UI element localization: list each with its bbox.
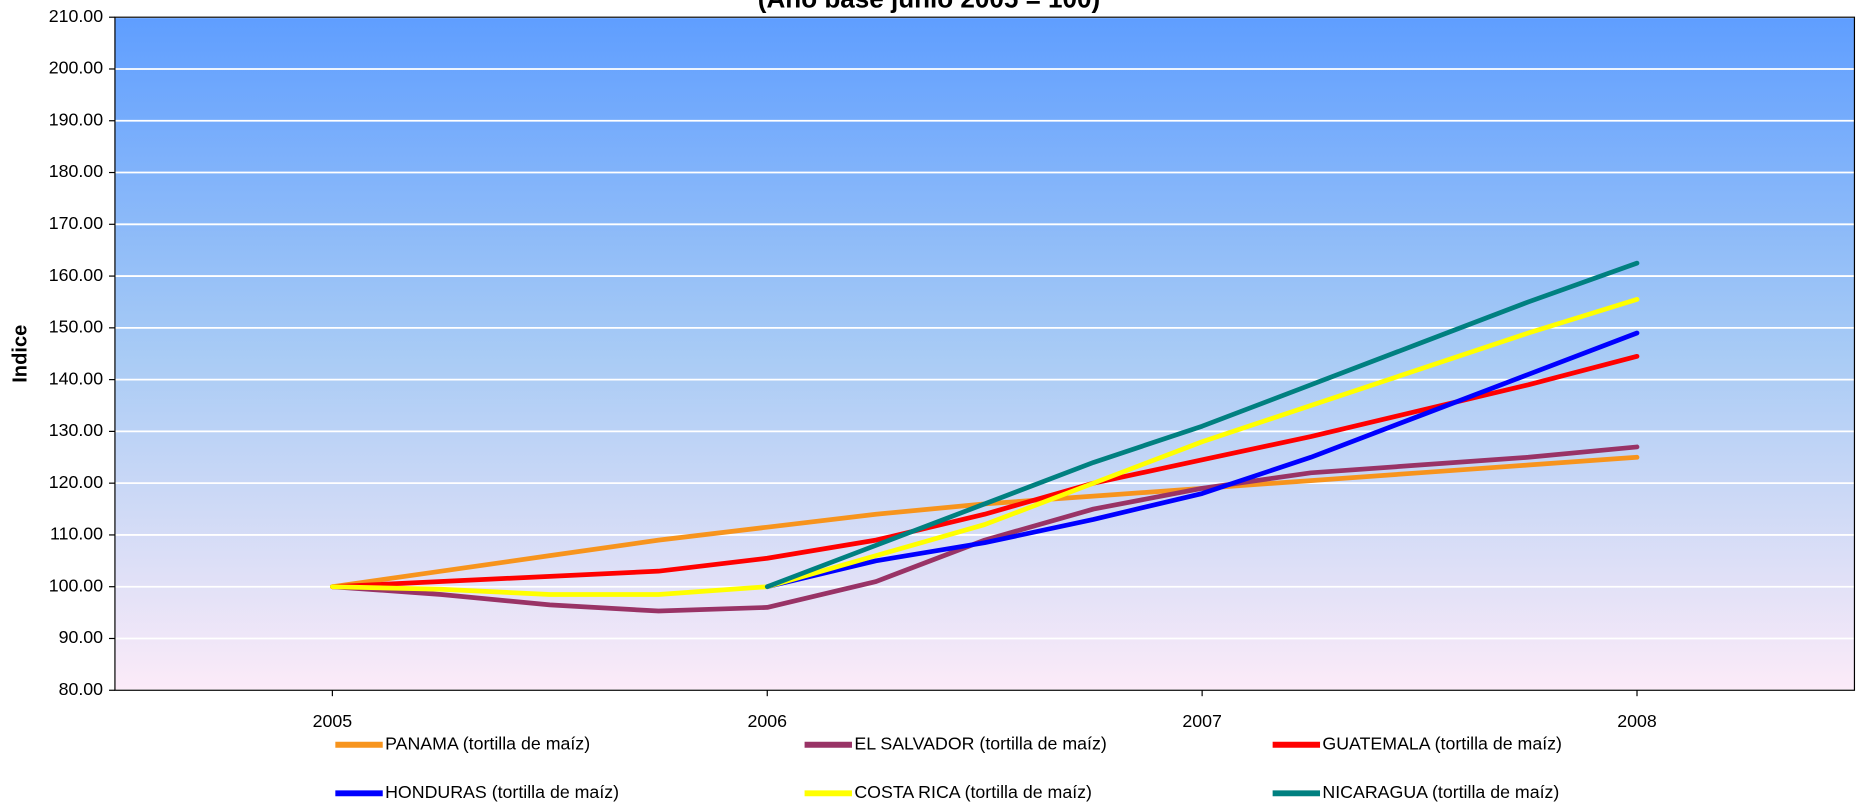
x-tick-label: 2007 bbox=[1182, 711, 1222, 731]
legend-label: GUATEMALA (tortilla de maíz) bbox=[1322, 733, 1562, 753]
y-tick-label: 210.00 bbox=[49, 6, 103, 26]
y-tick-label: 180.00 bbox=[49, 161, 103, 181]
y-tick-label: 190.00 bbox=[49, 109, 103, 129]
series-line bbox=[330, 444, 1640, 614]
legend-label: NICARAGUA (tortilla de maíz) bbox=[1322, 782, 1559, 802]
series-line bbox=[764, 260, 1640, 590]
chart-title: (Año base junio 2005 = 100) bbox=[758, 0, 1100, 14]
legend-label: HONDURAS (tortilla de maíz) bbox=[385, 782, 619, 802]
y-tick-label: 110.00 bbox=[50, 524, 103, 544]
x-tick-label: 2008 bbox=[1617, 711, 1657, 731]
y-tick-label: 140.00 bbox=[49, 368, 103, 388]
y-tick-label: 170.00 bbox=[49, 213, 103, 233]
legend-label: EL SALVADOR (tortilla de maíz) bbox=[854, 733, 1106, 753]
x-tick-label: 2005 bbox=[313, 711, 353, 731]
y-tick-label: 200.00 bbox=[49, 58, 103, 78]
legend-label: COSTA RICA (tortilla de maíz) bbox=[854, 782, 1092, 802]
legend-label: PANAMA (tortilla de maíz) bbox=[385, 733, 590, 753]
x-tick-label: 2006 bbox=[747, 711, 787, 731]
series-line bbox=[764, 330, 1640, 590]
y-tick-label: 80.00 bbox=[59, 679, 104, 699]
y-tick-label: 130.00 bbox=[49, 420, 103, 440]
y-tick-label: 160.00 bbox=[49, 265, 103, 285]
plot-border bbox=[114, 16, 1856, 691]
series-line bbox=[330, 353, 1640, 590]
y-tick-label: 90.00 bbox=[59, 627, 104, 647]
y-tick-label: 150.00 bbox=[49, 317, 103, 337]
series-line bbox=[330, 297, 1640, 597]
y-tick-label: 120.00 bbox=[49, 472, 103, 492]
y-tick-label: 100.00 bbox=[49, 575, 103, 595]
y-axis-label: Indice bbox=[10, 325, 32, 383]
